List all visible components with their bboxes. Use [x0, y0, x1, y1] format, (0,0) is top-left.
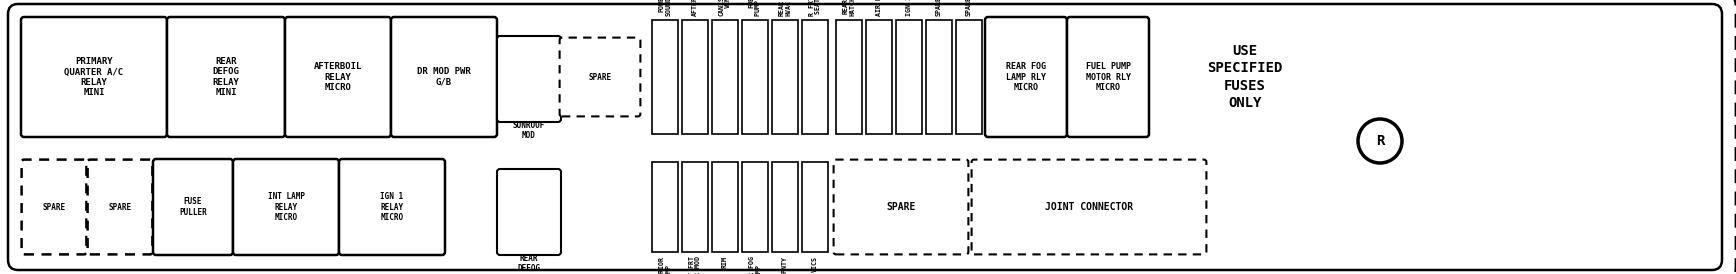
Text: FUEL
PUMP MTR: FUEL PUMP MTR — [748, 0, 762, 16]
Text: USE
SPECIFIED
FUSES
ONLY: USE SPECIFIED FUSES ONLY — [1207, 44, 1283, 110]
Text: SPARE: SPARE — [42, 202, 66, 212]
Bar — [837, 20, 863, 134]
FancyBboxPatch shape — [21, 159, 87, 254]
Text: FUEL PUMP
MOTOR RLY
MICRO: FUEL PUMP MOTOR RLY MICRO — [1085, 62, 1130, 92]
Text: REAR FOG
LAMP: REAR FOG LAMP — [748, 256, 762, 274]
Text: POWER
SOUNDER: POWER SOUNDER — [658, 0, 672, 16]
Text: SPARE: SPARE — [965, 0, 972, 16]
Text: DR MOD PWR
G/B: DR MOD PWR G/B — [417, 67, 470, 87]
FancyBboxPatch shape — [496, 36, 561, 122]
FancyBboxPatch shape — [391, 17, 496, 137]
FancyBboxPatch shape — [833, 159, 969, 254]
Text: SPARE: SPARE — [936, 0, 943, 16]
Text: SUNROOF
MOD: SUNROOF MOD — [512, 121, 545, 140]
Text: REAR
DEFOG: REAR DEFOG — [517, 254, 540, 273]
Bar — [741, 20, 767, 134]
Text: INTERIOR
LAMP: INTERIOR LAMP — [658, 256, 672, 274]
FancyBboxPatch shape — [1068, 17, 1149, 137]
Text: PRIMARY
QUARTER A/C
RELAY
MINI: PRIMARY QUARTER A/C RELAY MINI — [64, 58, 123, 96]
Bar — [773, 20, 799, 134]
Bar — [682, 20, 708, 134]
Bar — [773, 162, 799, 252]
Bar — [957, 20, 983, 134]
FancyBboxPatch shape — [285, 17, 391, 137]
Bar — [741, 162, 767, 252]
Text: FUSE
PULLER: FUSE PULLER — [179, 198, 207, 216]
Text: IGN 1: IGN 1 — [906, 0, 911, 16]
FancyBboxPatch shape — [167, 17, 285, 137]
Text: SPARE: SPARE — [589, 73, 611, 81]
Text: VICS: VICS — [812, 256, 818, 272]
Text: R: R — [1377, 134, 1384, 148]
Bar — [712, 162, 738, 252]
FancyBboxPatch shape — [496, 169, 561, 255]
Text: R FRT HTD
SEAT MOD: R FRT HTD SEAT MOD — [809, 0, 821, 16]
FancyBboxPatch shape — [339, 159, 444, 255]
Bar — [896, 20, 922, 134]
Bar — [712, 20, 738, 134]
Text: AIR BAG: AIR BAG — [877, 0, 882, 16]
Text: SUSPNTY: SUSPNTY — [781, 256, 788, 274]
Text: REAR
HATCH: REAR HATCH — [842, 0, 856, 16]
FancyBboxPatch shape — [87, 159, 153, 254]
Text: SPARE: SPARE — [108, 202, 132, 212]
FancyBboxPatch shape — [559, 38, 641, 116]
FancyBboxPatch shape — [21, 17, 167, 137]
Text: JOINT CONNECTOR: JOINT CONNECTOR — [1045, 202, 1134, 212]
Text: INT LAMP
RELAY
MICRO: INT LAMP RELAY MICRO — [267, 192, 304, 222]
FancyBboxPatch shape — [984, 17, 1068, 137]
FancyBboxPatch shape — [972, 159, 1207, 254]
Text: AFTERBOIL
RELAY
MICRO: AFTERBOIL RELAY MICRO — [314, 62, 363, 92]
Text: AFTERBOIL: AFTERBOIL — [693, 0, 698, 16]
Text: REAR
HVAC: REAR HVAC — [779, 0, 792, 16]
Text: REAR
DEFOG
RELAY
MINI: REAR DEFOG RELAY MINI — [212, 58, 240, 96]
Text: REAR FOG
LAMP RLY
MICRO: REAR FOG LAMP RLY MICRO — [1005, 62, 1047, 92]
Text: IGN 1
RELAY
MICRO: IGN 1 RELAY MICRO — [380, 192, 403, 222]
Bar — [653, 162, 679, 252]
FancyBboxPatch shape — [153, 159, 233, 255]
Bar — [866, 20, 892, 134]
Bar — [653, 20, 679, 134]
Bar — [925, 20, 951, 134]
Bar — [802, 20, 828, 134]
Text: CANISTER
VENT: CANISTER VENT — [719, 0, 731, 16]
FancyBboxPatch shape — [9, 4, 1722, 270]
Bar — [682, 162, 708, 252]
Text: RT FRT
DR MOD: RT FRT DR MOD — [689, 256, 701, 274]
Text: RIM: RIM — [722, 256, 727, 268]
Bar — [802, 162, 828, 252]
FancyBboxPatch shape — [233, 159, 339, 255]
Text: SPARE: SPARE — [887, 202, 915, 212]
